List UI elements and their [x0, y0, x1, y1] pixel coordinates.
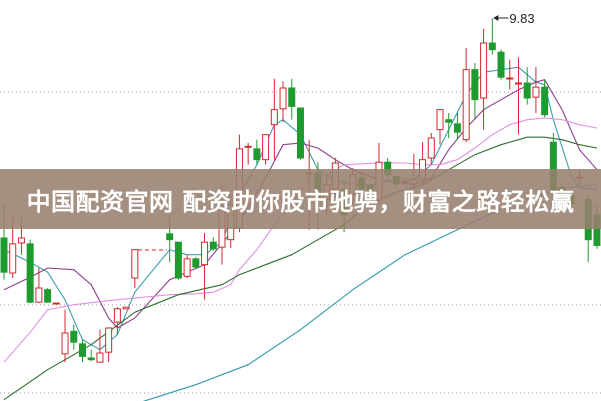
- candle-body: [541, 86, 549, 116]
- candle-body: [166, 233, 174, 241]
- candle-body: [532, 86, 540, 98]
- candle-up: [436, 109, 444, 145]
- candle-body: [506, 77, 514, 80]
- candle-body: [497, 51, 505, 78]
- max-annotation: 9.83: [493, 11, 535, 26]
- candle-body: [427, 137, 435, 159]
- candle-body: [270, 109, 278, 126]
- candle-up: [52, 302, 60, 305]
- candle-up: [122, 306, 130, 310]
- candle-body: [296, 107, 304, 159]
- candle-down: [209, 237, 217, 251]
- candle-body: [471, 69, 479, 101]
- candle-body: [96, 352, 104, 363]
- candle-down: [296, 107, 304, 160]
- candle-body: [201, 241, 209, 266]
- candle-body: [61, 332, 69, 355]
- candle-body: [70, 330, 78, 343]
- candle-up: [270, 78, 278, 160]
- candle-body: [453, 123, 461, 133]
- candle-down: [497, 49, 505, 80]
- candle-down: [192, 257, 200, 269]
- candle-body: [113, 308, 121, 323]
- candle-up: [61, 309, 69, 363]
- candle-body: [445, 119, 453, 123]
- candle-body: [87, 357, 95, 361]
- candle-body: [105, 327, 113, 353]
- candle-up: [480, 28, 488, 130]
- candle-body: [17, 237, 25, 244]
- candle-body: [52, 302, 60, 305]
- candle-down: [26, 239, 34, 303]
- candle-up: [183, 254, 191, 278]
- candle-up: [201, 233, 209, 300]
- candle-down: [541, 79, 549, 118]
- candle-body: [488, 42, 496, 51]
- candle-down: [445, 113, 453, 138]
- candle-up: [244, 143, 252, 165]
- candle-body: [78, 343, 86, 357]
- candle-up: [96, 329, 104, 363]
- candle-up: [506, 59, 514, 90]
- candle-down: [523, 67, 531, 105]
- candle-body: [514, 82, 522, 85]
- candle-up: [105, 327, 113, 363]
- candle-up: [279, 81, 287, 123]
- candle-up: [514, 57, 522, 135]
- candle-body: [209, 241, 217, 250]
- arrow-left-icon: [493, 15, 499, 21]
- candle-body: [174, 241, 182, 279]
- candle-down: [174, 241, 182, 280]
- candle-body: [9, 243, 17, 274]
- candle-body: [183, 258, 191, 277]
- candle-body: [122, 306, 130, 310]
- candle-down: [453, 113, 461, 140]
- candle-down: [70, 324, 78, 350]
- candle-down: [78, 339, 86, 363]
- candle-body: [44, 289, 52, 303]
- candle-body: [253, 148, 261, 161]
- candle-down: [253, 139, 261, 165]
- candle-up: [427, 133, 435, 165]
- candle-body: [131, 249, 139, 279]
- candle-body: [436, 109, 444, 131]
- candle-down: [87, 349, 95, 362]
- candle-body: [279, 87, 287, 110]
- promo-banner: 中国配资官网 配资助你股市驰骋，财富之路轻松赢: [0, 169, 601, 229]
- candle-up: [462, 48, 470, 143]
- candle-down: [44, 288, 52, 303]
- candle-body: [288, 87, 296, 107]
- candle-body: [262, 134, 270, 161]
- candle-body: [462, 69, 470, 141]
- candle-up: [262, 134, 270, 165]
- candle-body: [0, 237, 8, 273]
- max-price-label: 9.83: [509, 11, 534, 26]
- candle-up: [532, 67, 540, 113]
- candle-body: [26, 243, 34, 303]
- candle-body: [480, 42, 488, 99]
- candle-body: [523, 82, 531, 99]
- candle-body: [244, 145, 252, 148]
- ma10-line: [3, 79, 598, 329]
- candle-up: [35, 268, 43, 303]
- banner-text: 中国配资官网 配资助你股市驰骋，财富之路轻松赢: [26, 187, 575, 216]
- candle-down: [488, 18, 496, 55]
- candle-down: [288, 78, 296, 120]
- candle-up: [131, 249, 139, 288]
- candle-body: [192, 258, 200, 268]
- candle-down: [471, 63, 479, 118]
- candle-up: [113, 307, 121, 335]
- candle-body: [35, 287, 43, 303]
